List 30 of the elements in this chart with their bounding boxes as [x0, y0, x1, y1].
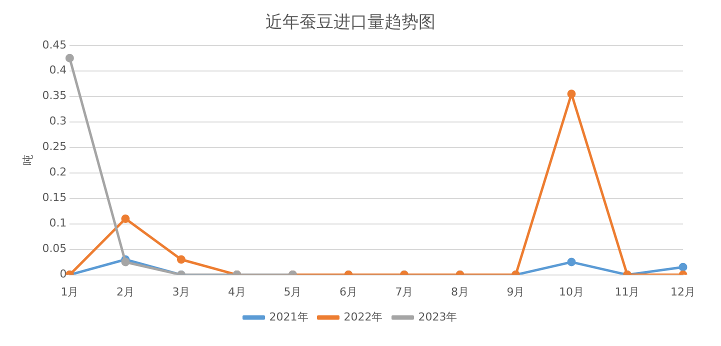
- x-tick-label: 11月: [614, 285, 640, 298]
- y-tick-label: 0.1: [49, 216, 67, 230]
- chart-title: 近年蚕豆进口量趋势图: [266, 12, 436, 33]
- x-tick-label: 4月: [228, 285, 246, 298]
- y-tick-label: 0: [60, 268, 67, 281]
- x-tick-label: 2月: [116, 285, 134, 298]
- x-tick-label: 12月: [670, 285, 696, 298]
- point: [65, 54, 74, 62]
- x-tick-label: 5月: [284, 285, 302, 298]
- y-tick-label: 0.3: [49, 114, 67, 128]
- x-tick-label: 1月: [60, 285, 79, 298]
- y-tick-label: 0.35: [42, 89, 67, 102]
- x-tick-label: 6月: [339, 285, 358, 298]
- x-tick-label: 10月: [558, 285, 584, 298]
- legend-label: 2023年: [418, 310, 458, 324]
- y-tick-label: 0.05: [42, 242, 67, 256]
- point: [567, 90, 576, 98]
- x-tick-label: 7月: [395, 285, 414, 298]
- legend-label: 2022年: [344, 310, 383, 324]
- legend-label: 2021年: [269, 310, 308, 324]
- y-tick-label: 0.2: [49, 166, 67, 179]
- x-tick-label: 8月: [450, 285, 469, 298]
- y-axis-title: 吨: [21, 154, 34, 166]
- point: [121, 214, 130, 223]
- x-tick-label: 3月: [172, 285, 190, 298]
- y-tick-label: 0.4: [49, 64, 67, 77]
- y-tick-label: 0.25: [42, 140, 67, 154]
- y-tick-label: 0.45: [42, 38, 67, 52]
- x-tick-label: 9月: [506, 285, 525, 298]
- y-tick-label: 0.15: [42, 191, 67, 204]
